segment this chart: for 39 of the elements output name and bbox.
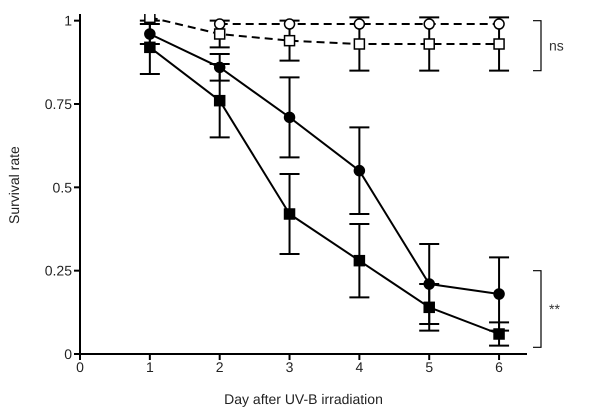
x-tick-label: 5	[425, 358, 434, 375]
x-tick-label: 1	[146, 358, 154, 375]
point	[493, 328, 505, 340]
x-tick-label: 3	[286, 358, 294, 375]
y-axis-title: Survival rate	[6, 146, 22, 224]
x-axis-title: Day after UV-B irradiation	[224, 391, 383, 407]
point	[493, 288, 505, 300]
point	[423, 18, 435, 30]
point	[493, 38, 505, 50]
point	[284, 34, 296, 46]
point	[284, 18, 296, 30]
point	[354, 254, 366, 266]
x-tick-label: 4	[355, 358, 364, 375]
point	[423, 38, 435, 50]
y-tick-label: 1	[64, 12, 72, 29]
point	[214, 18, 226, 30]
y-tick-label: 0.75	[44, 96, 72, 112]
point	[423, 302, 435, 314]
point	[144, 42, 156, 54]
text: ns	[549, 38, 564, 54]
y-tick-label: 0	[64, 346, 72, 362]
point	[144, 14, 156, 24]
point	[354, 18, 366, 30]
point	[354, 164, 366, 176]
x-tick-label: 0	[76, 358, 84, 375]
point	[493, 18, 505, 30]
x-tick-label: 2	[216, 358, 224, 375]
point	[423, 278, 435, 290]
point	[214, 62, 226, 74]
text: **	[549, 301, 560, 317]
y-tick-label: 0.5	[52, 179, 72, 196]
x-tick-label: 6	[495, 358, 504, 375]
point	[284, 112, 296, 124]
point	[354, 38, 366, 50]
point	[284, 208, 296, 220]
y-tick-label: 0.25	[44, 262, 72, 279]
point	[144, 28, 156, 40]
point	[214, 94, 226, 106]
point	[214, 28, 226, 40]
